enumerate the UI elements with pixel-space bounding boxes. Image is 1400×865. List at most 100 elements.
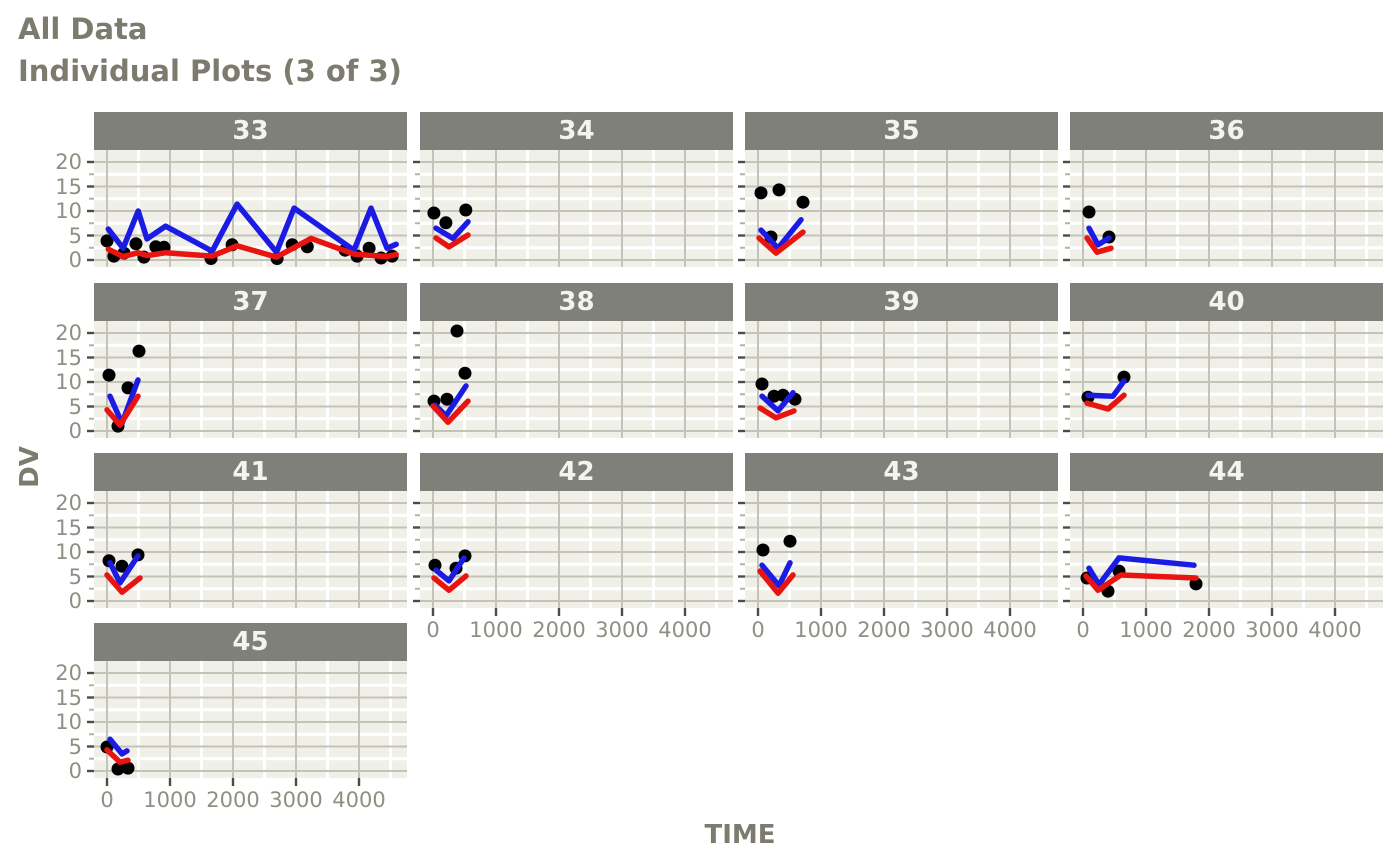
observed-point bbox=[796, 195, 810, 209]
y-tick-label: 5 bbox=[68, 734, 82, 759]
observed-point bbox=[1082, 205, 1096, 219]
y-tick-label: 20 bbox=[55, 321, 82, 345]
facet-strip-44: 44 bbox=[1070, 453, 1383, 491]
x-tick-label: 4000 bbox=[983, 618, 1037, 642]
observed-point bbox=[362, 241, 376, 255]
facet-panel-33 bbox=[87, 150, 407, 267]
facet-strip-40: 40 bbox=[1070, 283, 1383, 321]
population-prediction-line bbox=[430, 398, 471, 425]
y-tick-label: 0 bbox=[68, 248, 82, 272]
facet-panel-45 bbox=[87, 661, 407, 786]
x-axis-title: TIME bbox=[704, 820, 776, 850]
observed-point bbox=[439, 216, 453, 230]
panel-background bbox=[745, 321, 1058, 438]
panel-background bbox=[420, 321, 733, 438]
y-tick-label: 5 bbox=[68, 223, 82, 248]
population-prediction-line bbox=[433, 232, 471, 250]
x-tick-label: 0 bbox=[1076, 618, 1090, 642]
population-prediction-line bbox=[1084, 392, 1127, 412]
facet-panel-34 bbox=[413, 150, 733, 267]
observed-point bbox=[459, 203, 473, 217]
facet-panel-39 bbox=[738, 321, 1058, 438]
facet-strip-33: 33 bbox=[94, 112, 407, 150]
facet-panel-44 bbox=[1063, 491, 1383, 616]
observed-point bbox=[1117, 370, 1131, 384]
y-tick-label: 0 bbox=[68, 589, 82, 613]
population-prediction-line bbox=[431, 573, 469, 593]
x-tick-label: 2000 bbox=[1182, 618, 1236, 642]
observed-point bbox=[772, 183, 786, 197]
observed-point bbox=[755, 377, 769, 391]
facet-strip-37: 37 bbox=[94, 283, 407, 321]
x-tick-label: 2000 bbox=[857, 618, 911, 642]
panel-background bbox=[745, 150, 1058, 267]
x-tick-label: 1000 bbox=[1119, 618, 1173, 642]
panel-background bbox=[1070, 491, 1383, 608]
facet-strip-43: 43 bbox=[745, 453, 1058, 491]
facet-strip-35: 35 bbox=[745, 112, 1058, 150]
facet-strip-39: 39 bbox=[745, 283, 1058, 321]
facet-strip-38: 38 bbox=[420, 283, 733, 321]
observed-point bbox=[129, 237, 143, 251]
facet-strip-42: 42 bbox=[420, 453, 733, 491]
y-tick-label: 0 bbox=[68, 419, 82, 443]
x-tick-label: 1000 bbox=[794, 618, 848, 642]
x-tick-label: 4000 bbox=[658, 618, 712, 642]
facet-panel-35 bbox=[738, 150, 1058, 267]
observed-point bbox=[754, 186, 768, 200]
observed-point bbox=[440, 392, 454, 406]
individual-prediction-line bbox=[107, 553, 141, 586]
observed-point bbox=[115, 559, 129, 573]
observed-point bbox=[132, 344, 146, 358]
population-prediction-line bbox=[756, 229, 806, 256]
facet-strip-45: 45 bbox=[94, 623, 407, 661]
population-prediction-line bbox=[757, 568, 796, 596]
individual-prediction-line bbox=[105, 201, 399, 255]
y-tick-label: 15 bbox=[55, 515, 82, 540]
individual-prediction-line bbox=[759, 390, 796, 414]
facet-panel-37 bbox=[87, 321, 407, 438]
y-tick-label: 20 bbox=[55, 491, 82, 515]
x-tick-label: 0 bbox=[426, 618, 440, 642]
facet-panel-36 bbox=[1063, 150, 1383, 267]
individual-prediction-line bbox=[759, 560, 793, 589]
x-tick-label: 1000 bbox=[143, 788, 197, 812]
panel-background bbox=[94, 321, 407, 438]
facet-strip-41: 41 bbox=[94, 453, 407, 491]
individual-prediction-line bbox=[433, 555, 467, 584]
x-tick-label: 3000 bbox=[595, 618, 649, 642]
facet-strip-34: 34 bbox=[420, 112, 733, 150]
facet-panel-40 bbox=[1063, 321, 1383, 438]
individual-prediction-line bbox=[1086, 555, 1197, 588]
observed-point bbox=[1189, 577, 1203, 591]
population-prediction-line bbox=[757, 405, 797, 421]
observed-point bbox=[458, 366, 472, 380]
individual-prediction-line bbox=[1086, 225, 1112, 248]
y-tick-label: 20 bbox=[55, 661, 82, 685]
observed-point bbox=[756, 543, 770, 557]
population-prediction-line bbox=[104, 393, 141, 428]
x-tick-label: 2000 bbox=[206, 788, 260, 812]
observed-point bbox=[111, 762, 125, 776]
x-tick-label: 3000 bbox=[269, 788, 323, 812]
x-tick-label: 0 bbox=[100, 788, 114, 812]
plot-title: All Data bbox=[18, 12, 148, 46]
y-tick-label: 15 bbox=[55, 685, 82, 710]
individual-prediction-line bbox=[107, 736, 130, 757]
x-tick-label: 4000 bbox=[332, 788, 386, 812]
y-tick-label: 10 bbox=[55, 370, 82, 394]
x-tick-label: 1000 bbox=[469, 618, 523, 642]
population-prediction-line bbox=[1084, 235, 1114, 255]
population-prediction-line bbox=[104, 747, 131, 765]
y-tick-label: 0 bbox=[68, 759, 82, 783]
population-prediction-line bbox=[1083, 572, 1199, 593]
y-tick-label: 15 bbox=[55, 345, 82, 370]
y-tick-label: 20 bbox=[55, 150, 82, 174]
y-tick-label: 15 bbox=[55, 174, 82, 199]
observed-point bbox=[450, 324, 464, 338]
x-tick-label: 3000 bbox=[1245, 618, 1299, 642]
panel-background bbox=[420, 491, 733, 608]
y-tick-label: 10 bbox=[55, 540, 82, 564]
facet-panel-43 bbox=[738, 491, 1058, 616]
